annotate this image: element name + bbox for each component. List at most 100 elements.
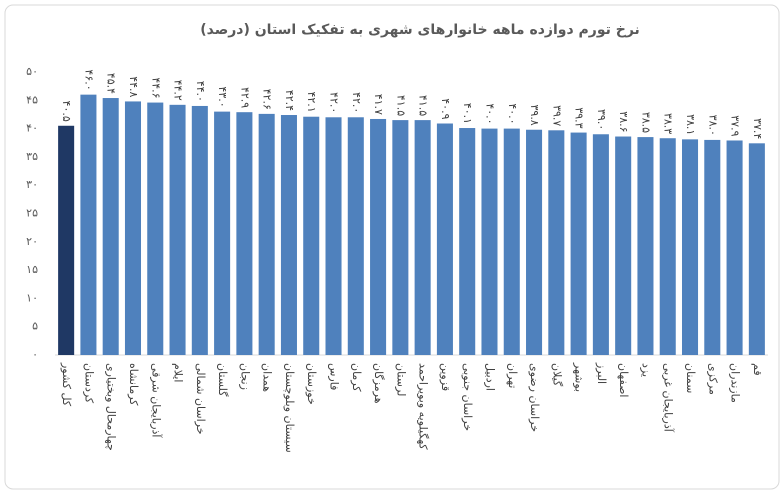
x-tick-label: خوزستان [305, 363, 318, 405]
x-tick-label: کرمانشاه [127, 363, 140, 406]
value-label: ۴۰.۹ [439, 98, 452, 119]
x-tick-label: یزد [639, 363, 652, 377]
bar [637, 137, 654, 355]
bar [147, 102, 164, 356]
x-tick-label: کرمان [350, 363, 363, 392]
bar [436, 123, 453, 355]
x-tick-label: اصفهان [617, 363, 630, 397]
x-tick-label: گیلان [550, 363, 563, 387]
y-tick-label: ۳۵ [26, 150, 38, 163]
x-tick-label: چهارمحال وبختیاری [105, 363, 118, 451]
bar [325, 117, 342, 355]
value-label: ۴۴.۶ [149, 77, 162, 98]
x-tick-label: خراسان جنوبی [461, 363, 474, 431]
x-tick-label: آذربایجان شرقی [149, 363, 163, 438]
value-label: ۳۸.۶ [617, 111, 630, 132]
x-tick-label: تهران [506, 363, 519, 388]
bar [704, 139, 721, 355]
bar [481, 128, 498, 355]
x-tick-label: خراسان رضوی [528, 363, 541, 432]
bar [303, 116, 320, 356]
bar [726, 140, 743, 355]
value-label: ۳۹.۸ [528, 104, 541, 125]
bar [414, 120, 431, 355]
value-label: ۴۰.۰ [483, 103, 496, 124]
x-tick-label: مرکزی [706, 363, 719, 395]
value-label: ۴۲.۰ [328, 92, 341, 113]
x-tick-label: سیستان وبلوچستان [283, 363, 296, 453]
value-label: ۴۱.۵ [417, 95, 430, 116]
value-label: ۳۸.۰ [706, 115, 719, 136]
x-tick-label: گلستان [216, 363, 229, 397]
value-label: ۴۰.۰ [506, 103, 519, 124]
value-label: ۳۹.۰ [595, 109, 608, 130]
bar [659, 138, 676, 355]
x-tick-label: کل کشور [60, 362, 73, 407]
x-tick-label: ایلام [172, 363, 185, 383]
bar [570, 132, 587, 355]
bar [459, 128, 476, 355]
value-label: ۴۲.۴ [283, 90, 296, 111]
value-label: ۴۵.۴ [105, 73, 118, 94]
bar [214, 111, 231, 356]
x-tick-label: خراسان شمالی [194, 363, 207, 435]
value-label: ۴۱.۷ [372, 94, 385, 115]
bar [748, 143, 765, 355]
bar [102, 98, 119, 355]
value-label: ۳۸.۳ [662, 113, 675, 134]
x-tick-label: کردستان [82, 363, 95, 404]
y-tick-label: ۴۰ [26, 122, 38, 135]
bar [169, 104, 186, 355]
value-label: ۴۴.۰ [194, 81, 207, 102]
y-tick-label: ۱۵ [26, 263, 38, 276]
x-tick-label: سمنان [684, 363, 697, 393]
x-tick-label: زنجان [238, 363, 251, 390]
x-tick-label: اردبیل [483, 363, 496, 391]
chart-title: نرخ تورم دوازده ماهه خانوارهای شهری به ت… [200, 22, 640, 38]
y-tick-label: ۰ [32, 348, 38, 361]
value-label: ۴۴.۲ [172, 80, 185, 101]
y-tick-label: ۵ [32, 320, 38, 333]
bar [370, 118, 387, 355]
value-label: ۴۲.۱ [305, 91, 318, 112]
value-label: ۴۳.۰ [216, 86, 229, 107]
x-tick-label: همدان [261, 363, 274, 392]
value-label: ۴۲.۶ [261, 89, 274, 110]
y-tick-label: ۴۵ [26, 93, 38, 106]
bar [681, 139, 699, 355]
bar [615, 136, 632, 355]
bar [280, 115, 297, 356]
bar [124, 101, 142, 355]
x-tick-label: هرمزگان [372, 363, 385, 404]
value-label: ۴۰.۵ [60, 101, 73, 122]
value-label: ۴۲.۰ [350, 92, 363, 113]
y-tick-label: ۲۰ [26, 235, 38, 248]
value-label: ۳۸.۱ [684, 114, 697, 135]
value-label: ۳۷.۹ [729, 115, 742, 136]
bar [392, 120, 409, 355]
bar [526, 129, 543, 355]
bar [58, 125, 75, 356]
x-tick-label: کهگیلویه وبویراحمد [417, 363, 430, 450]
value-label: ۴۴.۸ [127, 76, 140, 97]
x-tick-label: لرستان [394, 363, 407, 396]
y-tick-label: ۱۰ [26, 291, 38, 304]
bar [80, 94, 97, 355]
value-label: ۳۹.۷ [550, 105, 563, 126]
y-tick-label: ۲۵ [26, 207, 38, 220]
bar [258, 113, 275, 355]
value-label: ۳۸.۵ [639, 112, 652, 133]
x-tick-label: قم [751, 363, 764, 376]
bar [548, 130, 565, 355]
value-label: ۳۷.۴ [751, 118, 764, 139]
x-tick-label: قزوین [439, 363, 452, 391]
x-tick-label: فارس [328, 363, 341, 390]
bar [347, 117, 364, 355]
x-tick-label: البرز [595, 362, 608, 384]
y-tick-label: ۵۰ [26, 65, 38, 78]
value-label: ۴۱.۵ [394, 95, 407, 116]
x-tick-label: بوشهر [573, 362, 586, 392]
value-label: ۴۲.۹ [238, 87, 251, 108]
